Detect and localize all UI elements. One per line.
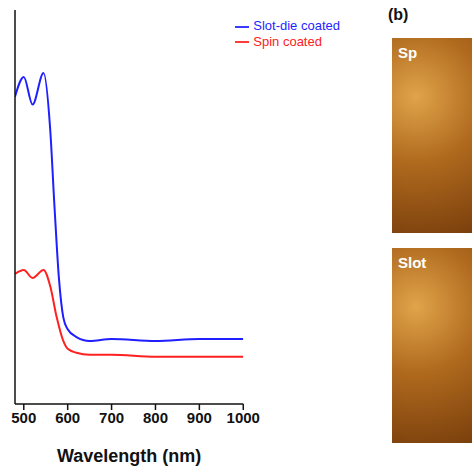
html-text:Sp: Sp xyxy=(398,44,418,61)
svg-text:1000: 1000 xyxy=(227,409,260,426)
svg-text:Wavelength (nm): Wavelength (nm) xyxy=(57,446,201,466)
svg-text:700: 700 xyxy=(99,409,124,426)
svg-text:800: 800 xyxy=(143,409,168,426)
svg-text:500: 500 xyxy=(11,409,36,426)
svg-text:600: 600 xyxy=(55,409,80,426)
html-text:Spin coated: Spin coated xyxy=(253,33,322,49)
html-text:(b): (b) xyxy=(388,6,409,23)
svg-text:900: 900 xyxy=(187,409,212,426)
html-text:Slot: Slot xyxy=(398,254,427,271)
html-text:Slot-die coated: Slot-die coated xyxy=(253,18,340,33)
